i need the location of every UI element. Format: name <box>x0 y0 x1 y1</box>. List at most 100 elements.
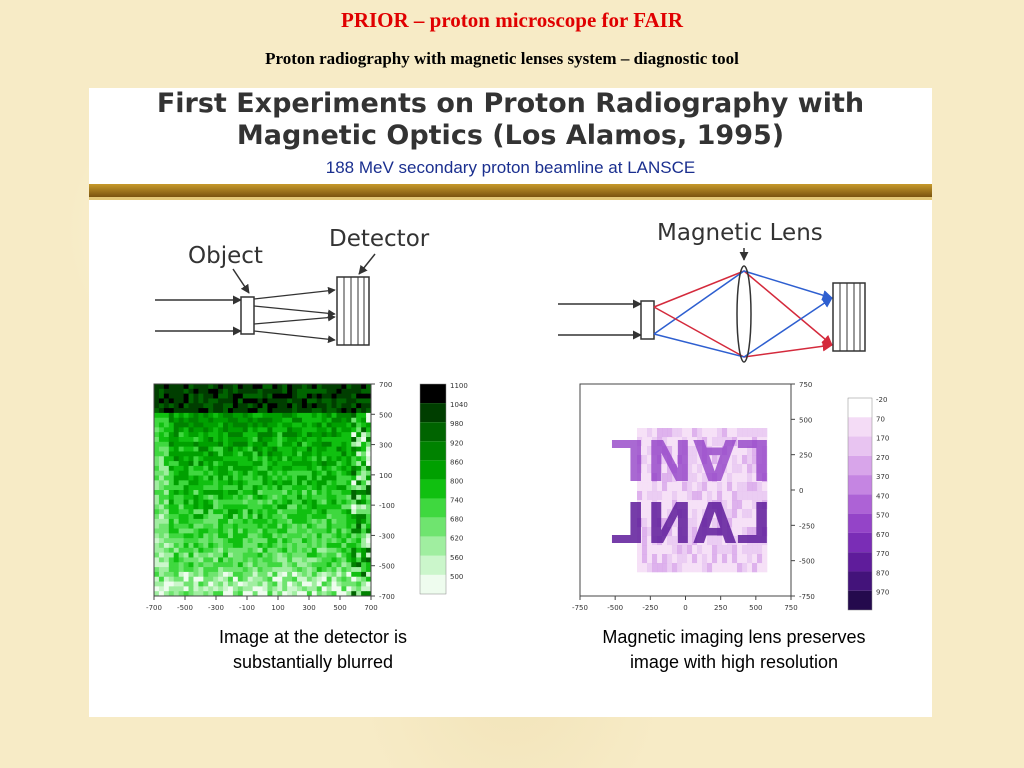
heatmap-cell <box>158 576 165 582</box>
heatmap-cell <box>326 562 332 568</box>
heatmap-cell <box>188 586 194 592</box>
heatmap-cell <box>247 422 254 428</box>
heatmap-cell <box>677 563 683 573</box>
heatmap-cell <box>193 437 199 443</box>
heatmap-cell <box>158 499 165 505</box>
heatmap-cell <box>193 562 199 568</box>
heatmap-cell <box>262 543 268 549</box>
heatmap-cell <box>227 485 234 491</box>
heatmap-cell <box>692 545 698 555</box>
heatmap-cell <box>193 576 199 582</box>
heatmap-cell <box>163 528 170 534</box>
heatmap-cell <box>232 591 239 597</box>
heatmap-cell <box>707 446 713 456</box>
heatmap-cell <box>218 398 224 404</box>
heatmap-cell <box>341 576 347 582</box>
heatmap-cell <box>637 437 643 447</box>
heatmap-cell <box>316 552 323 558</box>
heatmap-cell <box>647 491 653 501</box>
heatmap-cell <box>637 545 643 555</box>
heatmap-cell <box>282 523 288 529</box>
heatmap-cell <box>163 567 170 573</box>
heatmap-cell <box>168 490 175 496</box>
heatmap-cell <box>351 398 357 404</box>
heatmap-cell <box>366 422 372 428</box>
heatmap-cell <box>361 518 367 525</box>
heatmap-cell <box>687 491 693 501</box>
heatmap-cell <box>722 428 728 438</box>
heatmap-cell <box>208 528 214 534</box>
heatmap-cell <box>158 398 165 404</box>
heatmap-cell <box>213 547 219 554</box>
heatmap-cell <box>346 581 352 587</box>
heatmap-cell <box>282 547 288 554</box>
heatmap-cell <box>154 475 160 481</box>
heatmap-cell <box>193 571 199 578</box>
heatmap-cell <box>247 586 254 592</box>
heatmap-cell <box>311 509 318 515</box>
heatmap-cell <box>662 455 668 465</box>
heatmap-cell <box>223 412 229 419</box>
heatmap-cell <box>188 393 194 399</box>
heatmap-cell <box>306 528 313 534</box>
heatmap-cell <box>326 490 332 496</box>
heatmap-cell <box>154 393 160 399</box>
heatmap-cell <box>292 494 298 501</box>
colorbar-swatch <box>420 574 446 594</box>
heatmap-cell <box>237 562 244 568</box>
heatmap-cell <box>336 586 342 592</box>
y-tick-label: 0 <box>799 487 803 495</box>
heatmap-cell <box>737 509 743 519</box>
heatmap-cell <box>218 557 224 563</box>
scattered-ray <box>253 305 336 318</box>
y-tick-label: 750 <box>799 381 812 389</box>
heatmap-cell <box>257 384 263 390</box>
heatmap-cell <box>237 490 244 496</box>
heatmap-cell <box>366 490 372 496</box>
heatmap-cell <box>183 523 189 529</box>
colorbar-swatch <box>420 441 446 461</box>
heatmap-cell <box>257 480 263 486</box>
heatmap-cell <box>272 437 278 443</box>
heatmap-cell <box>277 388 283 395</box>
heatmap-cell <box>321 475 328 481</box>
heatmap-cell <box>717 464 723 474</box>
heatmap-cell <box>227 384 234 390</box>
heatmap-cell <box>262 480 268 486</box>
heatmap-cell <box>366 591 372 597</box>
heatmap-cell <box>292 490 298 496</box>
heatmap-cell <box>193 581 199 587</box>
heatmap-cell <box>727 428 733 438</box>
heatmap-cell <box>341 475 347 481</box>
heatmap-cell <box>173 480 180 486</box>
heatmap-cell <box>637 455 643 465</box>
heatmap-cell <box>272 384 278 390</box>
heatmap-cell <box>218 456 224 462</box>
heatmap-cell <box>637 482 643 492</box>
heatmap-cell <box>237 475 244 481</box>
heatmap-cell <box>361 571 367 578</box>
heatmap-cell <box>292 408 298 414</box>
heatmap-cell <box>366 412 372 419</box>
heatmap-cell <box>762 509 768 519</box>
magnetic-lens-diagram: Magnetic Lens <box>558 220 866 363</box>
heatmap-cell <box>218 446 224 452</box>
heatmap-cell <box>331 465 337 472</box>
heatmap-cell <box>188 451 194 457</box>
heatmap-cell <box>311 408 318 414</box>
heatmap-cell <box>277 398 283 404</box>
heatmap-cell <box>227 576 234 582</box>
heatmap-cell <box>178 543 184 549</box>
heatmap-cell <box>331 422 337 428</box>
heatmap-cell <box>361 393 367 399</box>
heatmap-cell <box>247 441 254 448</box>
heatmap-cell <box>252 562 258 568</box>
heatmap-cell <box>163 475 170 481</box>
heatmap-cell <box>252 441 258 448</box>
heatmap-cell <box>168 509 175 515</box>
heatmap-cell <box>262 499 268 505</box>
heatmap-cell <box>662 500 668 510</box>
heatmap-cell <box>341 422 347 428</box>
heatmap-cell <box>252 547 258 554</box>
scattered-ray <box>253 313 336 325</box>
